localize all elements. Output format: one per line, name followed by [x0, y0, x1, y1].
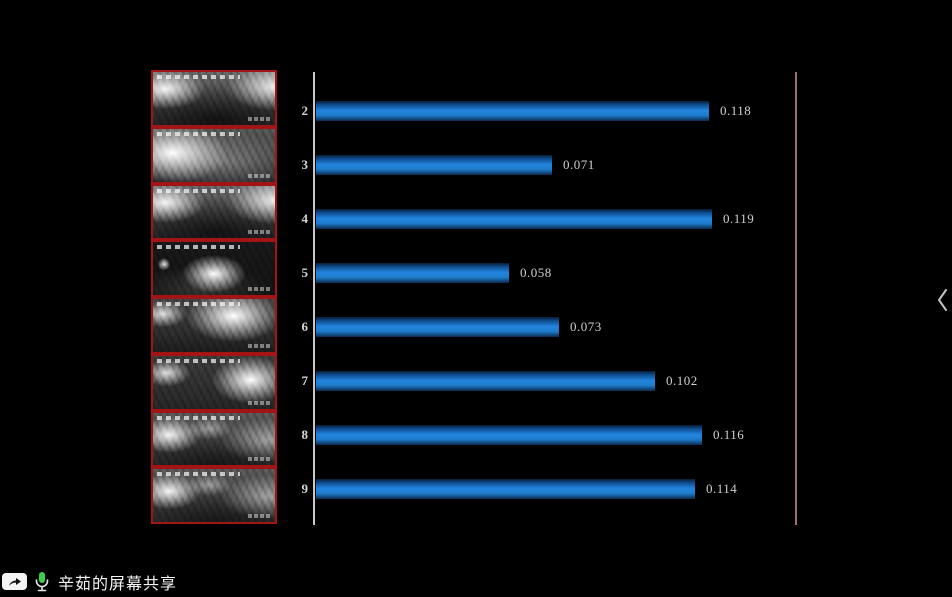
bar-row: 6 0.073 — [288, 317, 602, 337]
frame-timestamp-overlay — [157, 415, 240, 420]
video-frame-thumbnail — [151, 297, 277, 354]
frame-timestamp-overlay — [157, 472, 240, 477]
bar — [316, 371, 655, 391]
video-frame-thumbnail — [151, 410, 277, 468]
bar-row: 7 0.102 — [288, 371, 698, 391]
frame-timestamp-overlay — [157, 245, 240, 250]
frame-timestamp-overlay — [157, 75, 240, 79]
bar-row: 8 0.116 — [288, 425, 744, 445]
category-label: 2 — [301, 103, 309, 118]
category-label: 6 — [301, 319, 309, 334]
share-status-bar: 辛茹的屏幕共享 — [0, 566, 952, 597]
bar — [316, 209, 712, 229]
value-label: 0.058 — [520, 265, 552, 280]
infrared-scene-image — [153, 469, 275, 522]
frame-timestamp-overlay — [157, 358, 240, 363]
bar — [316, 155, 552, 175]
value-label: 0.119 — [723, 211, 755, 226]
share-status-label: 辛茹的屏幕共享 — [58, 575, 178, 593]
frame-timestamp-overlay — [157, 302, 240, 306]
video-frame-thumbnail — [151, 70, 277, 127]
category-label: 3 — [301, 157, 309, 172]
frame-watermark — [248, 400, 270, 405]
bar-row: 4 0.119 — [288, 209, 754, 229]
infrared-scene-image — [153, 72, 275, 125]
category-label: 5 — [301, 265, 309, 280]
infrared-scene-image — [153, 412, 275, 466]
bar-chart-plot: 2 0.118 3 0.071 4 0.119 5 0.058 6 0.073 7 0.102 8 0.1… — [288, 72, 800, 525]
infrared-scene-image — [153, 185, 275, 239]
video-frame-thumbnail — [151, 467, 277, 524]
value-label: 0.116 — [713, 427, 745, 442]
category-label: 7 — [301, 373, 309, 388]
frame-watermark — [248, 457, 270, 462]
infrared-scene-image — [153, 355, 275, 409]
value-label: 0.102 — [666, 373, 698, 388]
video-frame-thumbnail — [151, 353, 277, 411]
infrared-scene-image — [153, 128, 275, 182]
y-axis-line — [313, 72, 315, 525]
value-label: 0.114 — [706, 481, 738, 496]
screen-share-icon — [2, 573, 27, 590]
bar — [316, 263, 509, 283]
chevron-left-icon — [938, 289, 947, 311]
collapse-panel-button[interactable] — [933, 285, 951, 315]
value-label: 0.073 — [570, 319, 602, 334]
video-frame-thumbnail — [151, 183, 277, 241]
bar-row: 5 0.058 — [288, 263, 552, 283]
frame-watermark — [248, 230, 270, 235]
frame-timestamp-overlay — [157, 131, 240, 136]
bar — [316, 101, 709, 121]
category-label: 9 — [301, 481, 309, 496]
video-frame-thumbnail — [151, 126, 277, 184]
category-label: 8 — [301, 427, 309, 442]
frame-watermark — [248, 173, 270, 178]
thumbnail-strip — [151, 70, 277, 524]
bar — [316, 425, 702, 445]
right-guide-line — [795, 72, 797, 525]
value-label: 0.071 — [563, 157, 595, 172]
frame-watermark — [248, 116, 270, 121]
video-frame-thumbnail — [151, 240, 277, 297]
bar-row: 3 0.071 — [288, 155, 595, 175]
bar — [316, 317, 559, 337]
category-label: 4 — [301, 211, 309, 226]
bar — [316, 479, 695, 499]
infrared-scene-image — [153, 299, 275, 352]
frame-watermark — [248, 343, 270, 348]
bar-row: 2 0.118 — [288, 101, 751, 121]
frame-timestamp-overlay — [157, 188, 240, 193]
frame-watermark — [248, 287, 270, 291]
frame-watermark — [248, 514, 270, 518]
microphone-active-icon — [34, 571, 50, 593]
infrared-scene-image — [153, 242, 275, 295]
value-label: 0.118 — [720, 103, 752, 118]
bar-row: 9 0.114 — [288, 479, 737, 499]
